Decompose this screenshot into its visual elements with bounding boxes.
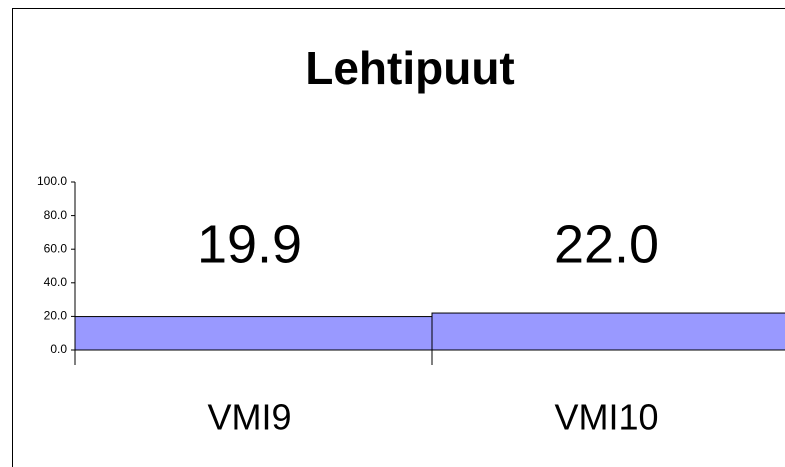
y-tick-label: 60.0 (44, 241, 68, 255)
x-tick-label: VMI10 (554, 397, 658, 438)
y-tick-label: 20.0 (44, 309, 68, 323)
value-label: 19.9 (197, 214, 302, 274)
y-tick-label: 0.0 (50, 342, 67, 356)
bar (74, 316, 433, 351)
chart-title: Lehtipuut (305, 42, 515, 94)
x-tick-label: VMI9 (207, 397, 291, 438)
bar (431, 312, 785, 351)
y-tick-label: 100.0 (37, 174, 67, 188)
value-label: 22.0 (554, 214, 659, 274)
y-tick-label: 40.0 (44, 275, 68, 289)
y-tick-label: 80.0 (44, 208, 68, 222)
